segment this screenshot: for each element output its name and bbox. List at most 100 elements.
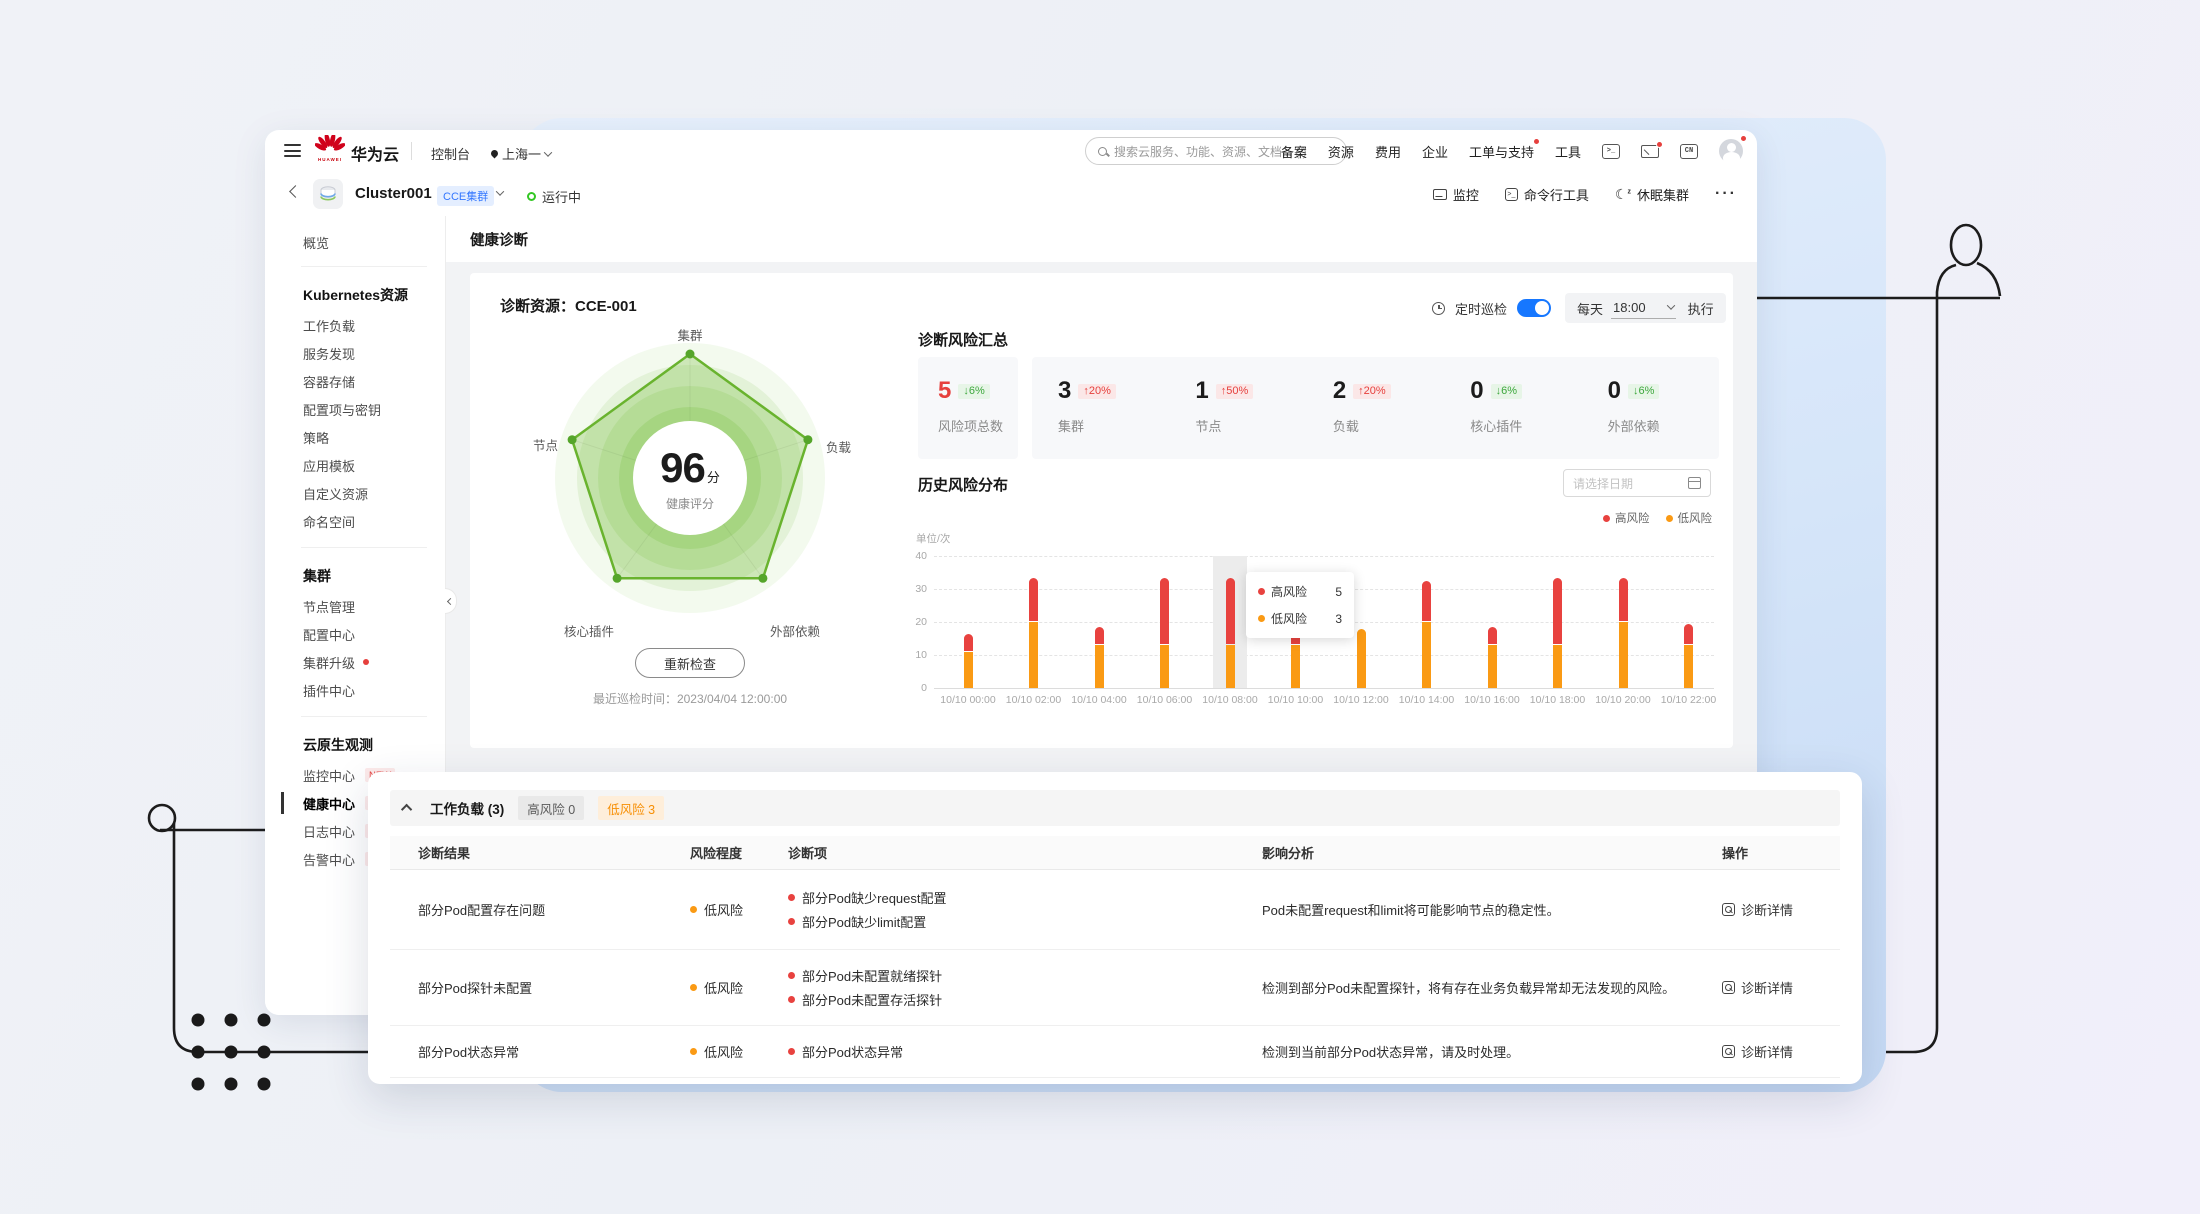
schedule-time-value: 18:00	[1613, 299, 1646, 315]
sidebar-item-策略[interactable]: 策略	[301, 423, 427, 451]
diagnosis-item: 部分Pod未配置存活探针	[788, 990, 1262, 1009]
bar-10/10 00:00[interactable]	[963, 556, 973, 688]
chart-legend: 高风险 低风险	[1603, 510, 1712, 526]
back-icon[interactable]	[289, 185, 302, 198]
risk-item-dot-icon	[788, 1048, 795, 1055]
avatar[interactable]	[1719, 135, 1747, 164]
more-actions-button[interactable]: ···	[1715, 185, 1737, 202]
sidebar-item-概览[interactable]: 概览	[283, 228, 445, 256]
diagnosis-detail-button[interactable]: 诊断详情	[1722, 900, 1840, 919]
sidebar-item-集群升级[interactable]: 集群升级	[301, 648, 427, 676]
bar-10/10 18:00[interactable]	[1553, 556, 1562, 688]
risk-card-核心插件: 0 ↓6% 核心插件	[1444, 357, 1581, 459]
decoration-loop	[147, 803, 177, 833]
risk-card-节点: 1 ↑50% 节点	[1169, 357, 1306, 459]
sidebar-item-应用模板[interactable]: 应用模板	[301, 451, 427, 479]
sidebar-item-容器存储[interactable]: 容器存储	[301, 367, 427, 395]
sidebar-item-服务发现[interactable]: 服务发现	[301, 339, 427, 367]
console-link[interactable]: 控制台	[431, 147, 471, 162]
region-selector[interactable]: 上海一	[489, 144, 553, 163]
risk-summary-title: 诊断风险汇总	[918, 332, 1009, 349]
history-title: 历史风险分布	[918, 477, 1009, 494]
collapse-chevron-icon[interactable]	[400, 803, 413, 816]
: 2 ↑20%	[1333, 377, 1444, 405]
low-risk-segment	[963, 652, 973, 688]
chevron-down-icon	[543, 147, 553, 157]
topbar-link-工具[interactable]: 工具	[1554, 144, 1581, 160]
risk-category-cards: 3 ↑20% 集群 1 ↑50% 节点 2 ↑20% 负载 0 ↓6% 核心插件 0 ↓6% 外部依赖	[1032, 357, 1719, 459]
global-search[interactable]: 搜索云服务、功能、资源、文档... (/)	[1085, 137, 1347, 165]
mail-button[interactable]	[1641, 140, 1663, 158]
sidebar-item-配置项与密钥[interactable]: 配置项与密钥	[301, 395, 427, 423]
sidebar-section: 概览	[283, 228, 445, 262]
sidebar-item-节点管理[interactable]: 节点管理	[301, 592, 427, 620]
radar-axis-workload: 负载	[826, 441, 852, 455]
topbar-link-资源[interactable]: 资源	[1327, 144, 1354, 160]
hamburger-menu-icon[interactable]	[284, 144, 301, 157]
bar-10/10 06:00[interactable]	[1160, 556, 1169, 688]
schedule-frequency: 每天	[1577, 301, 1604, 317]
schedule-toggle[interactable]	[1517, 299, 1552, 317]
diagnosis-items-cell: 部分Pod未配置就绪探针 部分Pod未配置存活探针	[788, 966, 1262, 1009]
trend-badge: ↑20%	[1078, 383, 1116, 399]
x-tick-label: 10/10 00:00	[940, 694, 996, 706]
bar-10/10 12:00[interactable]	[1356, 556, 1366, 688]
diagnosis-item-label: 部分Pod未配置存活探针	[802, 993, 943, 1008]
sidebar-item-自定义资源[interactable]: 自定义资源	[301, 479, 427, 507]
table-row: 部分Pod探针未配置 低风险 部分Pod未配置就绪探针 部分Pod未配置存活探针 检测到…	[390, 950, 1840, 1026]
risk-level-cell: 低风险	[690, 900, 788, 919]
schedule-label: 定时巡检	[1455, 301, 1508, 317]
cluster-action-休眠集群[interactable]: ☾z 休眠集群	[1615, 185, 1689, 204]
terminal-icon[interactable]: >_	[1602, 143, 1620, 159]
x-tick-label: 10/10 16:00	[1464, 694, 1520, 706]
diagnosis-detail-button[interactable]: 诊断详情	[1722, 1042, 1840, 1061]
sidebar-item-工作负载[interactable]: 工作负载	[301, 311, 427, 339]
sidebar-item-插件中心[interactable]: 插件中心	[301, 676, 427, 704]
sidebar-item-配置中心[interactable]: 配置中心	[301, 620, 427, 648]
low-risk-badge: 低风险 3	[598, 796, 665, 820]
topbar-link-备案[interactable]: 备案	[1280, 144, 1307, 160]
diagnosis-item-label: 部分Pod缺少limit配置	[802, 915, 927, 930]
trend-badge: ↓6%	[1490, 383, 1522, 399]
topbar-link-企业[interactable]: 企业	[1421, 144, 1448, 160]
bar-10/10 08:00[interactable]	[1225, 556, 1235, 688]
sidebar-item-命名空间[interactable]: 命名空间	[301, 507, 427, 535]
language-switcher[interactable]: CN	[1680, 143, 1698, 159]
cluster-action-监控[interactable]: 监控	[1432, 185, 1479, 204]
last-check-time: 最近巡检时间：2023/04/04 12:00:00	[592, 692, 788, 706]
impact-analysis-cell: 检测到当前部分Pod状态异常，请及时处理。	[1262, 1045, 1520, 1060]
recheck-button[interactable]: 重新检查	[635, 648, 745, 678]
chevron-down-icon	[1666, 301, 1675, 310]
workload-panel-header[interactable]: 工作负载 (3) 高风险 0 低风险 3	[390, 790, 1840, 826]
column-header-风险程度: 风险程度	[690, 846, 743, 861]
bar-10/10 20:00[interactable]	[1618, 556, 1628, 688]
bar-10/10 16:00[interactable]	[1487, 556, 1497, 688]
cluster-action-命令行工具[interactable]: >_ 命令行工具	[1504, 185, 1589, 204]
diagnosis-detail-button[interactable]: 诊断详情	[1722, 978, 1840, 997]
schedule-time-select[interactable]: 18:00	[1611, 298, 1676, 319]
date-picker[interactable]: 请选择日期	[1563, 469, 1711, 497]
tooltip-value: 5	[1335, 584, 1342, 599]
tooltip-row: 低风险 3	[1258, 610, 1342, 627]
date-placeholder: 请选择日期	[1573, 476, 1634, 491]
sidebar-item-label: 日志中心	[303, 824, 356, 840]
休眠集群-label: 休眠集群	[1637, 187, 1690, 203]
bar-10/10 14:00[interactable]	[1422, 556, 1431, 688]
risk-card-外部依赖: 0 ↓6% 外部依赖	[1582, 357, 1719, 459]
run-button[interactable]: 执行	[1687, 301, 1714, 317]
bar-10/10 22:00[interactable]	[1684, 556, 1693, 688]
diagnosis-item-label: 部分Pod缺少request配置	[802, 891, 947, 906]
cluster-switch-chevron-icon[interactable]	[495, 187, 505, 196]
status-running-icon	[527, 192, 536, 201]
topbar-link-工单与支持[interactable]: 工单与支持	[1469, 138, 1539, 161]
schedule-time-picker[interactable]: 每天 18:00 执行	[1565, 293, 1726, 323]
high-risk-segment	[1094, 627, 1104, 644]
y-tick-label: 30	[915, 583, 927, 595]
monitor-icon	[1432, 188, 1447, 200]
sidebar-item-label: 集群升级	[303, 655, 356, 671]
topbar-link-费用[interactable]: 费用	[1374, 144, 1401, 160]
risk-level-cell: 低风险	[690, 978, 788, 997]
bar-10/10 02:00[interactable]	[1029, 556, 1038, 688]
legend-label: 高风险	[1615, 513, 1650, 525]
bar-10/10 04:00[interactable]	[1094, 556, 1104, 688]
